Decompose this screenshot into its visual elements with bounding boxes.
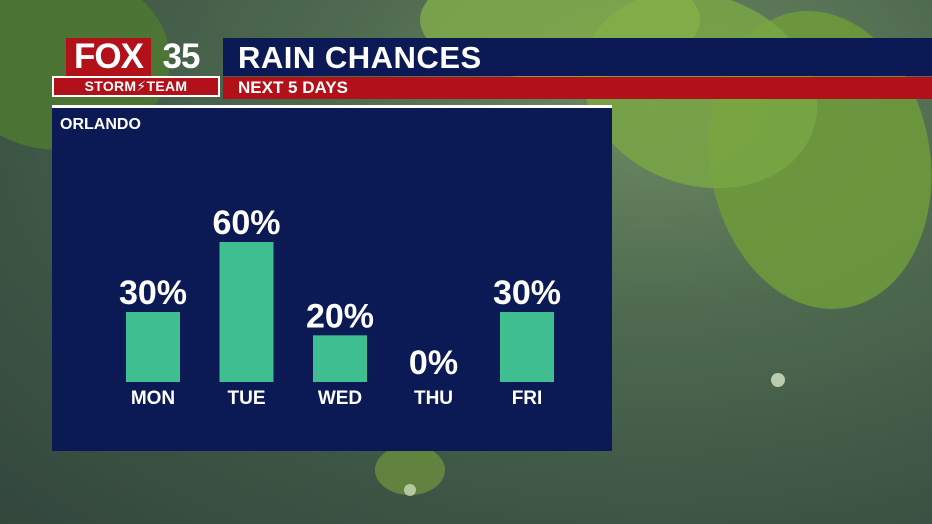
category-label-fri: FRI xyxy=(512,388,543,409)
bar-mon xyxy=(126,312,180,382)
chart-panel: ORLANDO 30% MON 60% TUE 20% WED 0% THU 30% FRI xyxy=(52,105,612,451)
title-bar: RAIN CHANCES xyxy=(223,38,932,76)
category-label-thu: THU xyxy=(414,388,453,409)
bar-wed xyxy=(313,335,367,382)
chart-title-city: ORLANDO xyxy=(60,116,141,133)
bar-tue xyxy=(219,242,274,382)
channel-number: 35 xyxy=(162,37,201,76)
storm-team-badge: STORM⚡TEAM xyxy=(52,76,220,97)
value-label-thu: 0% xyxy=(409,344,458,382)
category-label-mon: MON xyxy=(131,388,175,409)
page-title: RAIN CHANCES xyxy=(238,40,482,75)
value-label-fri: 30% xyxy=(493,274,561,312)
value-label-tue: 60% xyxy=(212,204,280,242)
category-label-wed: WED xyxy=(318,388,362,409)
rain-chance-chart: 30% MON 60% TUE 20% WED 0% THU 30% FRI xyxy=(119,204,561,409)
bar-fri xyxy=(500,312,554,382)
subtitle-bar: NEXT 5 DAYS xyxy=(223,77,932,99)
category-label-tue: TUE xyxy=(228,388,266,409)
page-subtitle: NEXT 5 DAYS xyxy=(238,78,348,97)
fox-logo: FOX xyxy=(66,38,151,76)
value-label-wed: 20% xyxy=(306,297,374,335)
value-label-mon: 30% xyxy=(119,274,187,312)
